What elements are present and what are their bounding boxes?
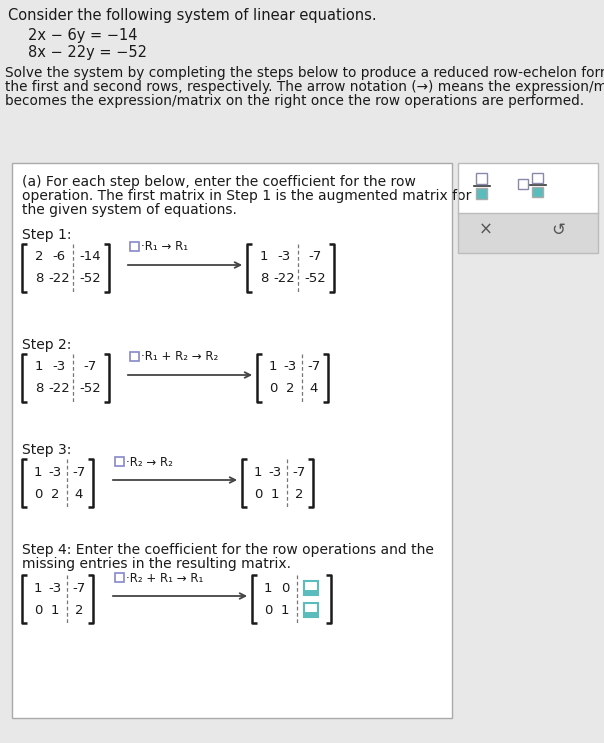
Text: 2x − 6y = −14: 2x − 6y = −14 bbox=[28, 28, 138, 43]
Text: 1: 1 bbox=[281, 603, 289, 617]
Text: 0: 0 bbox=[34, 487, 42, 501]
Text: 0: 0 bbox=[281, 582, 289, 594]
FancyBboxPatch shape bbox=[130, 242, 139, 251]
Text: 0: 0 bbox=[264, 603, 272, 617]
Text: 1: 1 bbox=[34, 466, 42, 478]
Text: ·R₁ + R₂ → R₂: ·R₁ + R₂ → R₂ bbox=[141, 351, 218, 363]
Bar bbox=[304, 581, 318, 595]
FancyBboxPatch shape bbox=[130, 352, 139, 361]
Text: 2: 2 bbox=[286, 383, 294, 395]
Text: 1: 1 bbox=[51, 603, 59, 617]
Bar bbox=[476, 173, 487, 184]
Text: 2: 2 bbox=[295, 487, 303, 501]
Text: -7: -7 bbox=[72, 582, 86, 594]
Text: Step 3:: Step 3: bbox=[22, 443, 71, 457]
Text: 1: 1 bbox=[260, 250, 268, 264]
Text: 8: 8 bbox=[35, 273, 43, 285]
Text: 1: 1 bbox=[254, 466, 262, 478]
Text: 1: 1 bbox=[271, 487, 279, 501]
Text: -3: -3 bbox=[268, 466, 281, 478]
Text: operation. The first matrix in Step 1 is the augmented matrix for: operation. The first matrix in Step 1 is… bbox=[22, 189, 471, 203]
Text: 8: 8 bbox=[260, 273, 268, 285]
Text: -6: -6 bbox=[53, 250, 66, 264]
Bar bbox=[532, 173, 543, 183]
FancyBboxPatch shape bbox=[115, 457, 124, 466]
Text: 2: 2 bbox=[75, 603, 83, 617]
Text: 0: 0 bbox=[34, 603, 42, 617]
Text: Step 1:: Step 1: bbox=[22, 228, 71, 242]
Text: ·R₁ → R₁: ·R₁ → R₁ bbox=[141, 241, 188, 253]
Text: 1: 1 bbox=[269, 360, 277, 374]
Bar bbox=[476, 188, 487, 199]
Text: -3: -3 bbox=[48, 466, 62, 478]
Text: -7: -7 bbox=[292, 466, 306, 478]
Text: -14: -14 bbox=[79, 250, 101, 264]
Text: 8x − 22y = −52: 8x − 22y = −52 bbox=[28, 45, 147, 60]
Text: 1: 1 bbox=[35, 360, 43, 374]
Text: (a) For each step below, enter the coefficient for the row: (a) For each step below, enter the coeff… bbox=[22, 175, 416, 189]
Text: -3: -3 bbox=[283, 360, 297, 374]
Text: missing entries in the resulting matrix.: missing entries in the resulting matrix. bbox=[22, 557, 291, 571]
Text: -3: -3 bbox=[48, 582, 62, 594]
Text: -22: -22 bbox=[273, 273, 295, 285]
Text: ×: × bbox=[479, 221, 493, 239]
Text: ·R₂ → R₂: ·R₂ → R₂ bbox=[126, 455, 173, 469]
Bar bbox=[518, 179, 528, 189]
Bar bbox=[304, 603, 318, 617]
Text: Solve the system by completing the steps below to produce a reduced row-echelon : Solve the system by completing the steps… bbox=[5, 66, 604, 80]
Text: 2: 2 bbox=[51, 487, 59, 501]
Text: -52: -52 bbox=[304, 273, 326, 285]
Text: -7: -7 bbox=[83, 360, 97, 374]
Text: -7: -7 bbox=[309, 250, 321, 264]
Text: Step 4: Enter the coefficient for the row operations and the: Step 4: Enter the coefficient for the ro… bbox=[22, 543, 434, 557]
Bar bbox=[458, 163, 598, 212]
Text: -7: -7 bbox=[307, 360, 321, 374]
Text: -22: -22 bbox=[48, 383, 70, 395]
Text: 1: 1 bbox=[264, 582, 272, 594]
Text: 4: 4 bbox=[310, 383, 318, 395]
Bar bbox=[532, 187, 543, 197]
Bar bbox=[304, 590, 318, 595]
Text: 2: 2 bbox=[35, 250, 43, 264]
Bar bbox=[304, 612, 318, 617]
Text: 8: 8 bbox=[35, 383, 43, 395]
Text: -3: -3 bbox=[53, 360, 66, 374]
Text: becomes the expression/matrix on the right once the row operations are performed: becomes the expression/matrix on the rig… bbox=[5, 94, 584, 108]
Text: -22: -22 bbox=[48, 273, 70, 285]
Text: ·R₂ + R₁ → R₁: ·R₂ + R₁ → R₁ bbox=[126, 571, 204, 585]
Bar bbox=[458, 212, 598, 253]
Text: 0: 0 bbox=[269, 383, 277, 395]
Text: the first and second rows, respectively. The arrow notation (→) means the expres: the first and second rows, respectively.… bbox=[5, 80, 604, 94]
Text: 4: 4 bbox=[75, 487, 83, 501]
Text: -52: -52 bbox=[79, 383, 101, 395]
Text: ↺: ↺ bbox=[551, 221, 565, 239]
Text: -7: -7 bbox=[72, 466, 86, 478]
Text: -3: -3 bbox=[277, 250, 291, 264]
Text: the given system of equations.: the given system of equations. bbox=[22, 203, 237, 217]
Bar bbox=[458, 163, 598, 253]
Bar bbox=[12, 163, 452, 718]
Text: -52: -52 bbox=[79, 273, 101, 285]
Text: 1: 1 bbox=[34, 582, 42, 594]
Text: 0: 0 bbox=[254, 487, 262, 501]
Text: Step 2:: Step 2: bbox=[22, 338, 71, 352]
Text: Consider the following system of linear equations.: Consider the following system of linear … bbox=[8, 8, 377, 23]
FancyBboxPatch shape bbox=[115, 573, 124, 582]
